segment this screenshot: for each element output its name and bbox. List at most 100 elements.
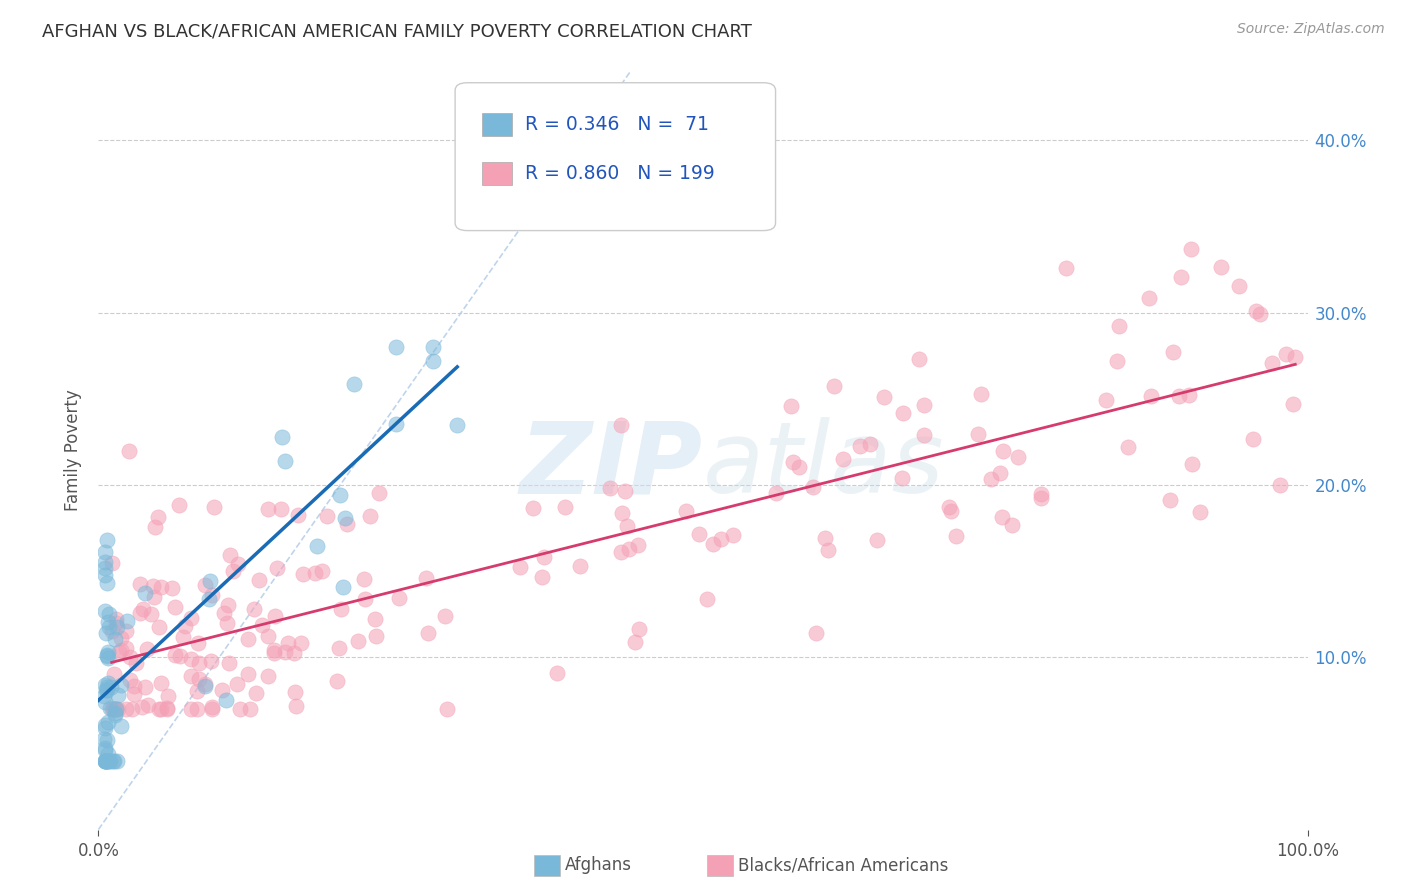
Point <box>285 698 308 713</box>
Point <box>118 444 141 458</box>
Point <box>353 572 375 586</box>
Point <box>509 560 531 574</box>
Point <box>1108 319 1130 334</box>
Point <box>1227 279 1250 293</box>
Point <box>115 614 138 628</box>
Point <box>104 707 127 722</box>
Point <box>263 646 285 660</box>
FancyBboxPatch shape <box>482 162 512 186</box>
Point <box>849 440 872 454</box>
Point <box>546 665 568 680</box>
Text: atlas: atlas <box>703 417 945 514</box>
Point <box>150 675 173 690</box>
Point <box>533 549 555 564</box>
Point <box>96 733 118 747</box>
Point <box>97 645 120 659</box>
Point <box>304 566 326 580</box>
Point <box>156 702 179 716</box>
Point <box>97 676 120 690</box>
Point <box>238 667 260 681</box>
Point <box>617 541 640 556</box>
Point <box>134 680 156 694</box>
Point <box>219 549 242 563</box>
Point <box>103 667 125 681</box>
Point <box>688 526 710 541</box>
Point <box>1241 432 1264 446</box>
Point <box>107 702 129 716</box>
Point <box>96 681 118 695</box>
Point <box>94 717 117 731</box>
Point <box>1282 396 1305 410</box>
Point <box>97 651 120 665</box>
Point <box>163 648 186 662</box>
Point <box>422 340 444 354</box>
Point <box>1181 457 1204 471</box>
Point <box>104 702 127 716</box>
Point <box>554 500 576 514</box>
Point <box>93 754 115 768</box>
Point <box>110 642 132 657</box>
Point <box>173 619 195 633</box>
Point <box>1163 344 1185 359</box>
Point <box>1189 505 1212 519</box>
Point <box>315 508 337 523</box>
Point <box>107 689 129 703</box>
Point <box>186 684 208 698</box>
Point <box>328 641 350 656</box>
Point <box>243 602 266 616</box>
Point <box>162 581 184 595</box>
Text: ZIP: ZIP <box>520 417 703 514</box>
Point <box>142 591 165 605</box>
Point <box>616 519 638 533</box>
Point <box>115 702 138 716</box>
Point <box>110 631 132 645</box>
Point <box>257 501 280 516</box>
Point <box>1268 478 1291 492</box>
Point <box>150 702 173 716</box>
Point <box>188 656 211 670</box>
Point <box>599 481 621 495</box>
Point <box>614 483 637 498</box>
Point <box>180 610 202 624</box>
Point <box>142 579 165 593</box>
Point <box>94 626 117 640</box>
Point <box>110 719 132 733</box>
Point <box>1168 389 1191 403</box>
Point <box>94 545 117 559</box>
Point <box>433 608 456 623</box>
Point <box>274 645 297 659</box>
Point <box>354 592 377 607</box>
Point <box>104 612 127 626</box>
Point <box>270 501 292 516</box>
Point <box>384 417 406 431</box>
Point <box>218 656 240 670</box>
Point <box>169 649 191 664</box>
Text: Blacks/African Americans: Blacks/African Americans <box>738 856 949 874</box>
Point <box>194 578 217 592</box>
Point <box>801 481 824 495</box>
Point <box>446 417 468 432</box>
Text: AFGHAN VS BLACK/AFRICAN AMERICAN FAMILY POVERTY CORRELATION CHART: AFGHAN VS BLACK/AFRICAN AMERICAN FAMILY … <box>42 22 752 40</box>
Point <box>215 693 238 707</box>
Point <box>115 624 138 639</box>
Point <box>93 743 115 757</box>
Point <box>165 600 187 615</box>
Point <box>912 398 935 412</box>
Point <box>217 615 239 630</box>
Point <box>967 427 990 442</box>
Point <box>103 754 125 768</box>
Point <box>610 418 633 433</box>
Point <box>436 702 458 716</box>
Point <box>96 754 118 768</box>
Point <box>100 624 122 639</box>
Point <box>908 351 931 366</box>
Point <box>1180 243 1202 257</box>
Point <box>180 652 202 666</box>
Point <box>217 598 239 612</box>
Point <box>172 630 194 644</box>
Point <box>283 646 305 660</box>
Point <box>96 533 118 547</box>
Point <box>198 591 221 606</box>
Point <box>110 678 132 692</box>
Point <box>970 387 993 401</box>
